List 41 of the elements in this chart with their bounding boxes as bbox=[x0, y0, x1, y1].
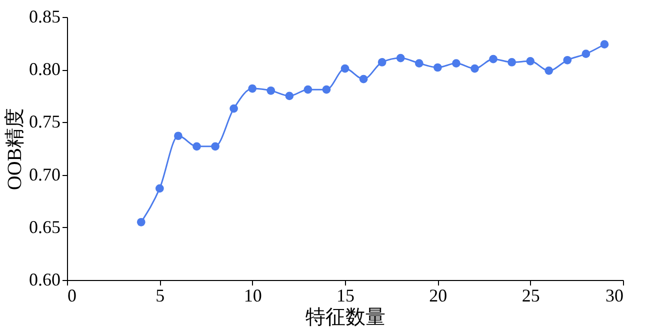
x-tick-label: 15 bbox=[336, 286, 354, 306]
point bbox=[304, 85, 312, 94]
y-tick-label: 0.85 bbox=[29, 6, 60, 26]
point bbox=[211, 142, 220, 151]
point bbox=[359, 74, 368, 84]
point bbox=[489, 54, 498, 64]
x-tick-label: 5 bbox=[156, 286, 165, 306]
point bbox=[563, 56, 572, 64]
point bbox=[155, 184, 164, 193]
point bbox=[192, 142, 201, 151]
point bbox=[340, 64, 350, 73]
point bbox=[470, 64, 479, 73]
point bbox=[508, 58, 516, 66]
point bbox=[544, 66, 554, 75]
point bbox=[174, 132, 182, 140]
point bbox=[248, 84, 257, 93]
point bbox=[433, 63, 442, 72]
point bbox=[600, 40, 609, 49]
point bbox=[378, 58, 386, 66]
point bbox=[452, 59, 460, 68]
point bbox=[266, 86, 276, 95]
x-tick-label: 25 bbox=[522, 286, 540, 306]
y-tick-label: 0.80 bbox=[29, 59, 60, 80]
x-axis-title: 特征数量 bbox=[306, 306, 386, 328]
y-tick-label: 0.70 bbox=[29, 164, 60, 184]
x-tick-label: 30 bbox=[606, 286, 624, 306]
point bbox=[396, 54, 405, 62]
point bbox=[285, 92, 294, 100]
point bbox=[414, 59, 424, 68]
point bbox=[230, 104, 238, 113]
x-tick-label: 0 bbox=[68, 286, 76, 306]
point bbox=[136, 218, 146, 226]
y-tick-label: 0.65 bbox=[29, 216, 60, 237]
x-tick-label: 10 bbox=[244, 286, 262, 306]
point bbox=[582, 50, 590, 58]
point bbox=[322, 85, 331, 94]
y-tick-label: 0.60 bbox=[29, 270, 60, 290]
point bbox=[526, 57, 535, 66]
x-tick-label: 20 bbox=[429, 286, 448, 306]
y-axis-title: OOB精度 bbox=[4, 108, 26, 190]
y-tick-label: 0.75 bbox=[29, 112, 60, 132]
